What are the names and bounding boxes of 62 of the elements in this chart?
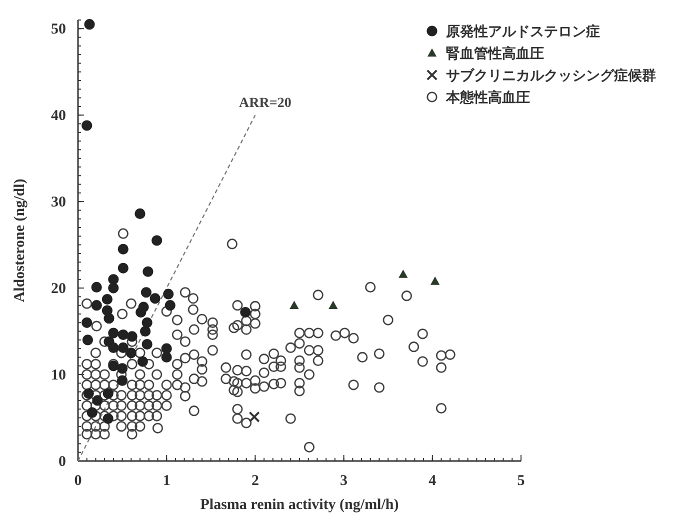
point — [108, 342, 119, 354]
point — [161, 343, 172, 354]
y-axis-title: Aldosterone (ng/dl) — [12, 178, 28, 302]
point — [108, 282, 119, 294]
legend-label: サブクリニカルクッシング症候群 — [446, 67, 656, 84]
point — [126, 331, 138, 342]
point — [142, 266, 154, 277]
x-tick-label: 4 — [428, 473, 437, 489]
x-tick-label: 5 — [517, 473, 525, 489]
point — [118, 342, 128, 354]
x-tick-label: 1 — [162, 473, 170, 489]
x-tick-label: 0 — [74, 473, 82, 489]
x-tick-label: 2 — [251, 473, 259, 489]
point — [126, 348, 136, 358]
point — [290, 300, 299, 310]
point — [117, 375, 128, 386]
y-tick-label: 40 — [51, 108, 66, 124]
point — [161, 352, 172, 363]
point — [163, 288, 174, 300]
point — [108, 328, 119, 338]
y-tick-label: 10 — [51, 368, 66, 384]
point — [82, 334, 94, 346]
y-tick-label: 20 — [51, 281, 66, 298]
point — [102, 294, 113, 305]
point — [104, 313, 114, 324]
point — [430, 276, 440, 285]
point — [108, 274, 119, 285]
point — [118, 262, 128, 274]
point — [240, 306, 251, 318]
point — [84, 19, 95, 30]
point — [92, 395, 103, 406]
legend-label: 原発性アルドステロン症 — [445, 23, 600, 40]
x-tick-label: 3 — [340, 473, 348, 489]
x-axis-title: Plasma renin activity (ng/ml/h) — [200, 497, 399, 513]
y-tick-label: 30 — [51, 194, 66, 211]
point — [118, 329, 128, 340]
point — [82, 120, 92, 131]
point — [140, 326, 151, 337]
point — [86, 407, 98, 418]
legend-label: 腎血管性高血圧 — [446, 45, 544, 62]
point — [118, 244, 128, 254]
point — [150, 293, 160, 304]
point — [140, 287, 152, 298]
point — [142, 317, 152, 328]
point — [398, 270, 408, 278]
point — [134, 208, 146, 219]
point — [137, 356, 148, 367]
annotation: ARR=20 — [239, 96, 292, 112]
point — [117, 363, 128, 374]
point — [91, 282, 102, 292]
y-tick-label: 50 — [51, 22, 66, 38]
point — [91, 300, 102, 311]
point — [102, 413, 114, 424]
point — [82, 317, 92, 328]
point — [136, 306, 146, 318]
point — [102, 388, 114, 399]
point — [328, 300, 338, 310]
legend-label: 本態性高血圧 — [445, 89, 530, 106]
point — [164, 300, 176, 311]
point — [152, 235, 162, 246]
point — [142, 338, 152, 350]
y-tick-label: 0 — [58, 454, 66, 470]
